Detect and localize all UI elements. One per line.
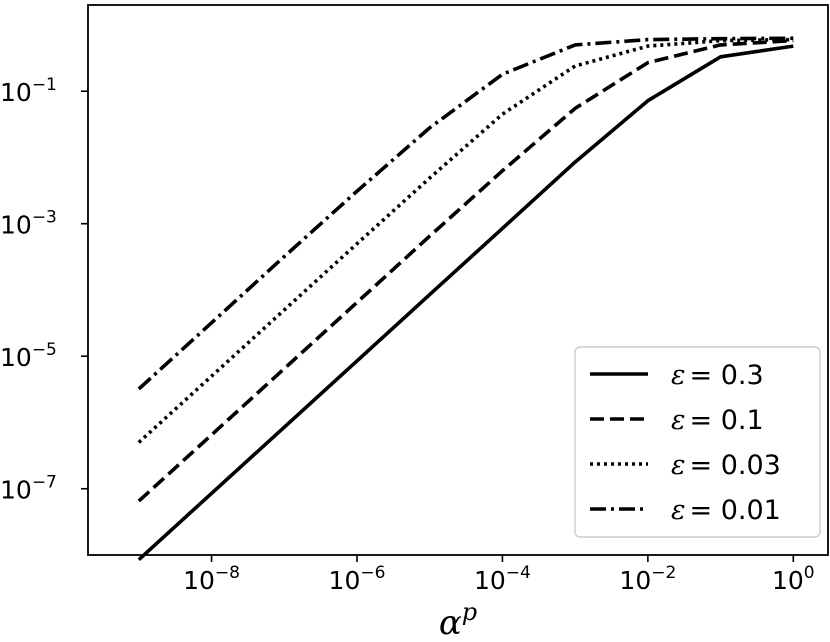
legend-label-1: ε = 0.3 (671, 360, 764, 391)
plot-frame (87, 4, 829, 556)
x-tick-label: 10−6 (329, 563, 386, 595)
series-line-3 (137, 37, 794, 444)
y-tick-label: 10−1 (0, 75, 57, 107)
legend-label-4: ε = 0.01 (671, 495, 781, 526)
x-axis-label-sup: p (462, 598, 477, 626)
legend-box (574, 346, 821, 538)
series-line-1 (137, 44, 794, 562)
series-line-2 (137, 38, 794, 503)
x-tick-label: 10−8 (183, 563, 240, 595)
legend-label-3: ε = 0.03 (671, 450, 781, 481)
x-tick-label: 10−2 (619, 563, 676, 595)
x-tick-label: 10−4 (474, 563, 531, 595)
ticks-layer: 10−8 10−6 10−4 10−2 100 10−1 10−3 10−5 10−7 (0, 75, 815, 595)
x-tick-label: 100 (772, 563, 815, 595)
series-layer (137, 36, 794, 562)
x-axis-label: αp (439, 598, 477, 642)
legend: ε = 0.3 ε = 0.1 ε = 0.03 ε = 0.01 (574, 346, 821, 538)
y-tick-label: 10−3 (0, 208, 57, 240)
y-tick-label: 10−7 (0, 473, 57, 505)
y-tick-label: 10−5 (0, 340, 57, 372)
series-line-4 (137, 36, 794, 391)
x-axis-label-base: α (439, 603, 462, 642)
legend-label-2: ε = 0.1 (671, 405, 764, 436)
